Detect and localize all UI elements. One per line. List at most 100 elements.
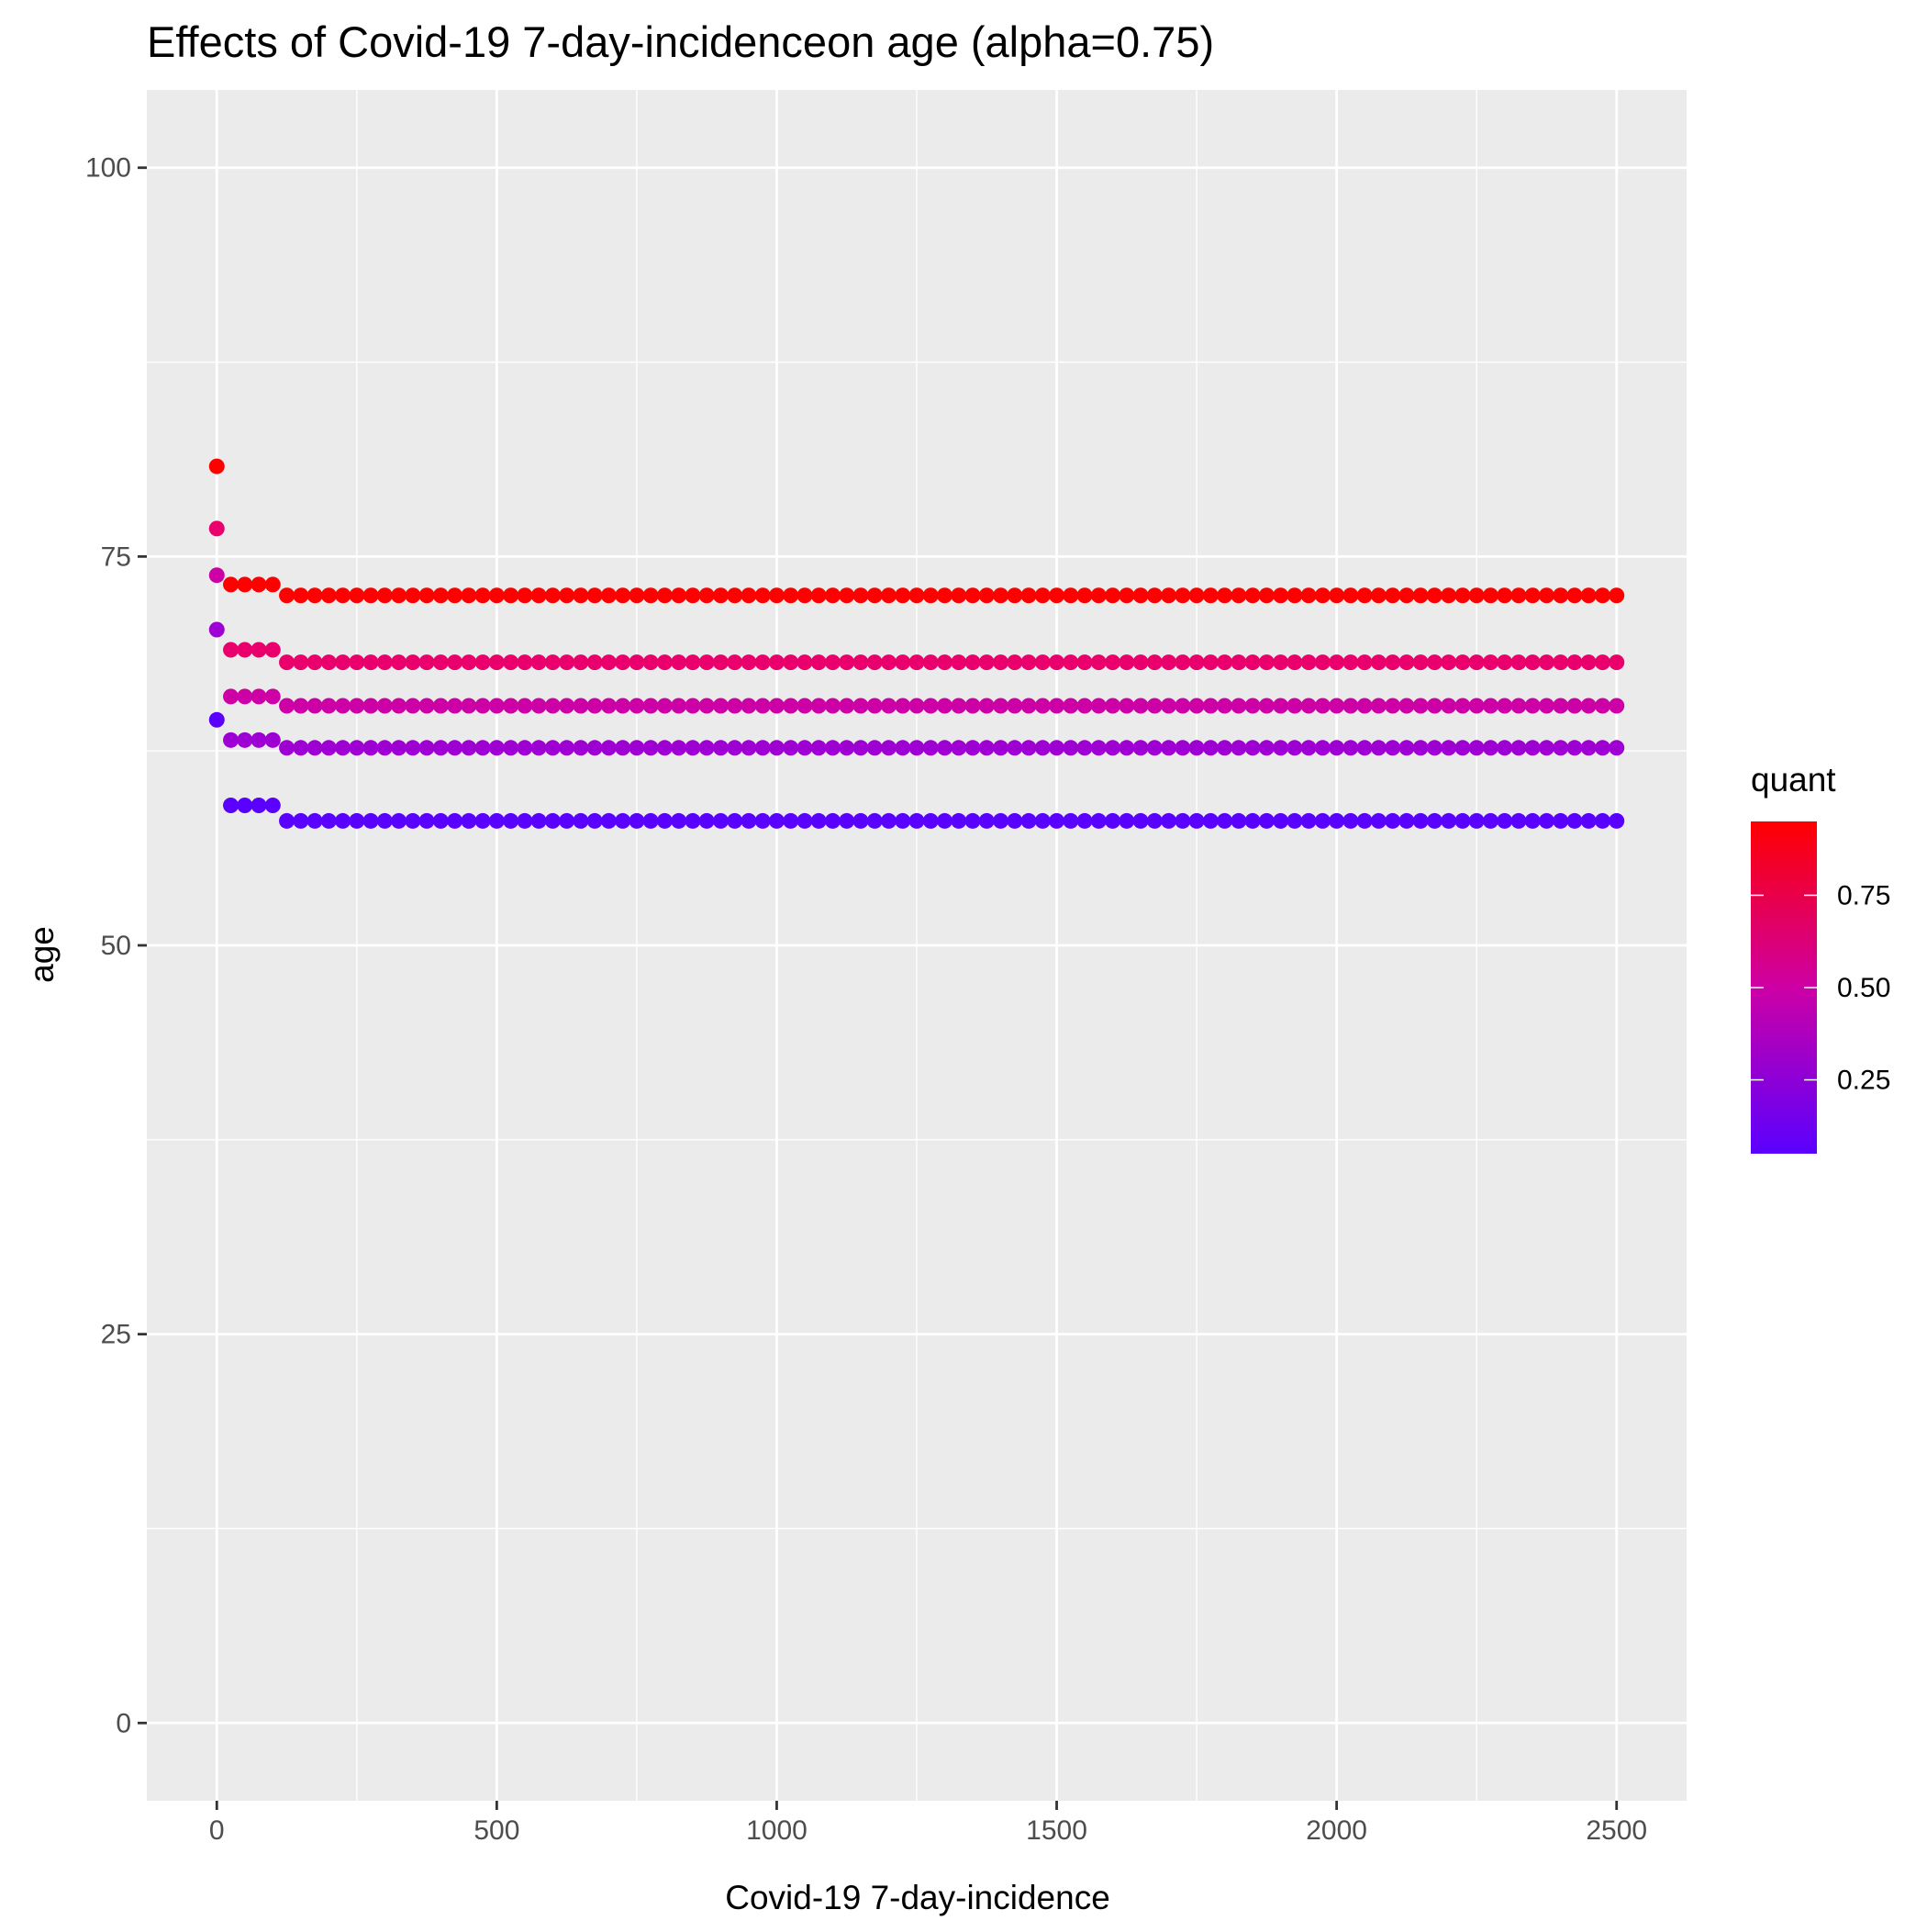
data-point — [1566, 740, 1583, 756]
data-point — [474, 587, 491, 604]
data-point — [796, 740, 813, 756]
data-point — [1300, 587, 1317, 604]
data-point — [671, 740, 687, 756]
data-point — [517, 587, 533, 604]
major-gridlines — [147, 90, 1687, 1801]
data-point — [600, 698, 617, 714]
data-point — [600, 587, 617, 604]
data-point — [208, 458, 225, 475]
data-point — [517, 740, 533, 756]
data-point — [1553, 698, 1569, 714]
data-point — [1090, 654, 1107, 671]
data-point — [1161, 812, 1177, 829]
data-point — [615, 654, 631, 671]
data-point — [895, 812, 911, 829]
data-point — [783, 698, 799, 714]
data-point — [447, 587, 463, 604]
data-point — [461, 812, 477, 829]
data-point — [1244, 587, 1261, 604]
data-point — [1342, 654, 1359, 671]
data-point — [656, 698, 673, 714]
data-point — [1580, 698, 1597, 714]
data-point — [279, 654, 295, 671]
data-point — [839, 587, 855, 604]
data-point — [1510, 812, 1527, 829]
data-point — [1314, 587, 1331, 604]
data-point — [1468, 812, 1485, 829]
data-point — [685, 587, 701, 604]
data-point — [937, 740, 953, 756]
data-point — [1161, 740, 1177, 756]
data-point — [1020, 587, 1037, 604]
data-point — [656, 812, 673, 829]
data-point — [951, 812, 967, 829]
data-point — [1244, 698, 1261, 714]
data-point — [1258, 740, 1275, 756]
data-point — [1090, 587, 1107, 604]
data-point — [978, 740, 995, 756]
data-point — [978, 698, 995, 714]
data-point — [1314, 740, 1331, 756]
data-point — [573, 698, 589, 714]
data-point — [993, 587, 1009, 604]
data-point — [503, 740, 519, 756]
data-point — [642, 740, 659, 756]
data-point — [1007, 654, 1023, 671]
data-point — [1594, 698, 1610, 714]
data-point — [698, 812, 715, 829]
data-point — [251, 576, 267, 593]
data-point — [1580, 812, 1597, 829]
data-point — [1202, 587, 1219, 604]
data-point — [517, 812, 533, 829]
data-point — [279, 812, 295, 829]
data-point — [1119, 698, 1135, 714]
data-point — [1594, 740, 1610, 756]
data-point — [895, 740, 911, 756]
data-point — [293, 698, 309, 714]
data-point — [223, 642, 239, 658]
data-point — [978, 812, 995, 829]
data-point — [1356, 698, 1373, 714]
data-point — [573, 654, 589, 671]
data-point — [600, 740, 617, 756]
data-point — [586, 587, 603, 604]
data-point — [1132, 698, 1149, 714]
data-point — [1034, 812, 1051, 829]
data-point — [993, 654, 1009, 671]
legend-tick-label: 0.75 — [1837, 880, 1890, 910]
data-point — [503, 698, 519, 714]
data-point — [1538, 740, 1554, 756]
data-point — [1202, 698, 1219, 714]
data-points — [208, 458, 1625, 829]
data-point — [852, 740, 869, 756]
data-point — [671, 654, 687, 671]
data-point — [1497, 654, 1513, 671]
data-point — [698, 587, 715, 604]
data-point — [1370, 698, 1387, 714]
data-point — [488, 740, 505, 756]
data-point — [754, 654, 771, 671]
y-axis: 0 25 50 75 100 — [85, 153, 147, 1738]
data-point — [1244, 812, 1261, 829]
data-point — [1356, 587, 1373, 604]
data-point — [474, 812, 491, 829]
data-point — [405, 654, 421, 671]
data-point — [1231, 698, 1247, 714]
data-point — [405, 698, 421, 714]
data-point — [293, 654, 309, 671]
data-point — [1454, 698, 1471, 714]
x-tick-label: 500 — [473, 1815, 519, 1846]
data-point — [208, 711, 225, 728]
data-point — [1258, 812, 1275, 829]
data-point — [418, 740, 435, 756]
data-point — [1188, 740, 1205, 756]
data-point — [1287, 740, 1303, 756]
data-point — [559, 740, 575, 756]
data-point — [251, 731, 267, 748]
data-point — [1007, 812, 1023, 829]
data-point — [251, 642, 267, 658]
data-point — [1385, 698, 1401, 714]
data-point — [237, 797, 253, 813]
data-point — [1370, 812, 1387, 829]
